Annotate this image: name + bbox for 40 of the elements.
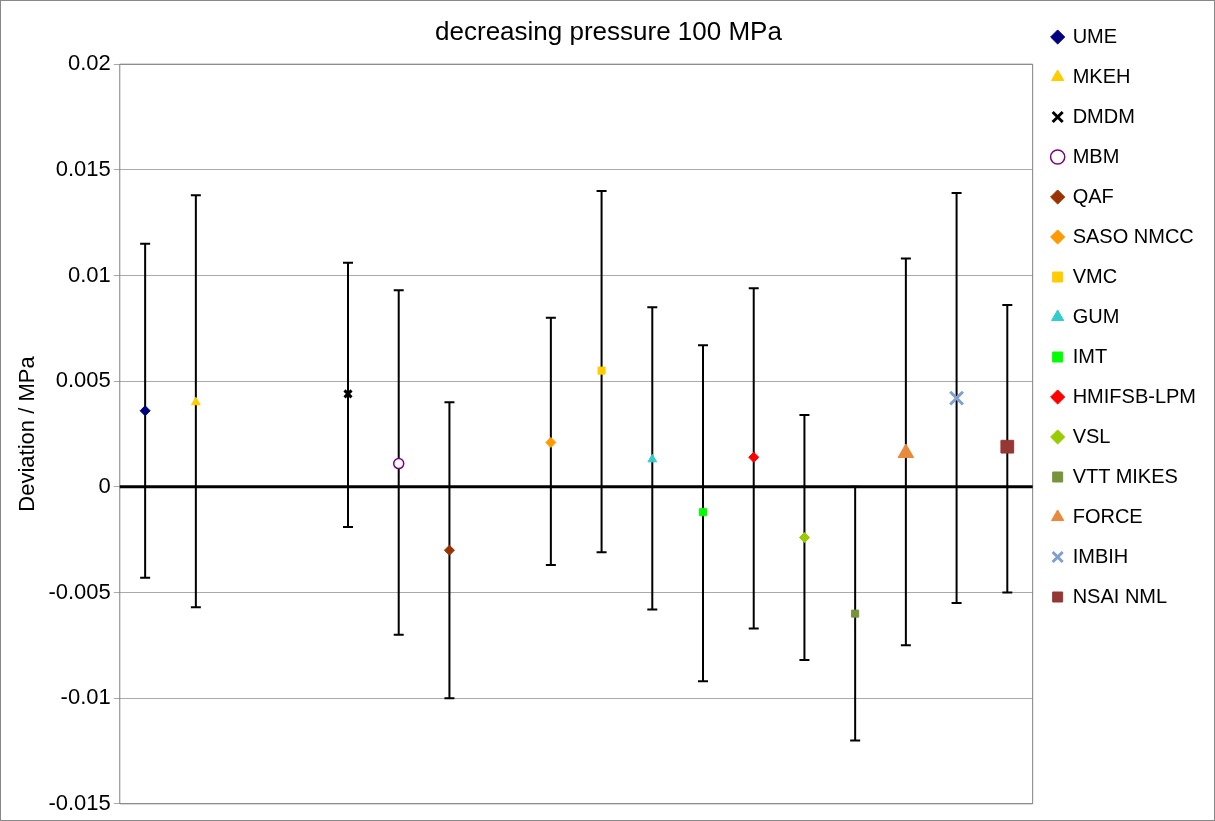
- point: [948, 390, 965, 406]
- legend-label: MBM: [1072, 144, 1120, 167]
- legend-label: GUM: [1072, 304, 1120, 327]
- chart-title: decreasing pressure 100 MPa: [435, 15, 783, 46]
- legend-label: HMIFSB-LPM: [1072, 384, 1196, 407]
- point: [698, 508, 708, 517]
- point: [597, 366, 606, 375]
- point: [897, 443, 915, 459]
- point: [342, 388, 354, 399]
- point: [139, 405, 151, 417]
- legend-label: VMC: [1072, 264, 1118, 287]
- y-tick-label: 0: [98, 472, 111, 498]
- y-tick-label: 0.015: [55, 155, 111, 181]
- legend-label: MKEH: [1072, 64, 1131, 87]
- point: [1000, 439, 1015, 454]
- legend-label: NSAI NML: [1072, 584, 1168, 607]
- y-tick-label: -0.015: [48, 789, 111, 815]
- legend-label: QAF: [1072, 184, 1114, 207]
- point: [443, 544, 455, 556]
- legend-label: FORCE: [1072, 504, 1143, 527]
- point: [545, 436, 557, 448]
- legend-label: SASO NMCC: [1072, 224, 1194, 247]
- legend-label: VTT MIKES: [1072, 464, 1178, 487]
- y-tick-label: 0.005: [55, 367, 111, 393]
- legend-label: UME: [1072, 24, 1118, 47]
- legend-label: IMT: [1072, 344, 1108, 367]
- y-tick-label: 0.01: [67, 261, 111, 287]
- point: [392, 457, 405, 470]
- y-axis-title: Deviation / MPa: [14, 355, 40, 512]
- point: [748, 451, 760, 463]
- y-tick-label: 0.02: [67, 50, 111, 76]
- point: [798, 532, 810, 544]
- y-tick-label: -0.01: [60, 684, 111, 710]
- legend-label: DMDM: [1072, 104, 1135, 127]
- point: [851, 609, 860, 618]
- legend-label: VSL: [1072, 424, 1111, 447]
- y-tick-label: -0.005: [48, 578, 111, 604]
- point: [191, 396, 201, 406]
- point: [647, 453, 658, 463]
- legend-label: IMBIH: [1072, 544, 1129, 567]
